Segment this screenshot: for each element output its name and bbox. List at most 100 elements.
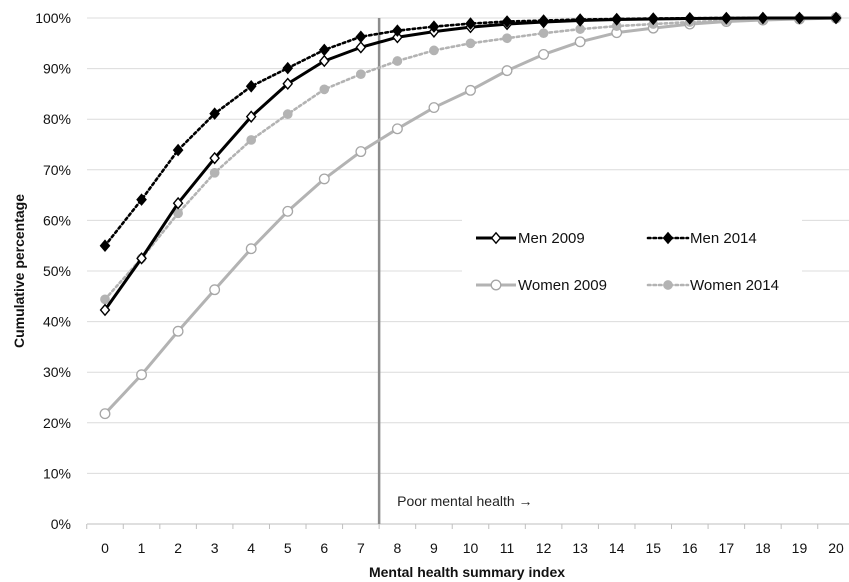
legend-item: Women 2009 [476, 277, 607, 294]
data-point [501, 65, 513, 77]
data-point [429, 45, 439, 56]
legend-label: Men 2014 [690, 230, 757, 247]
data-point [574, 36, 586, 48]
data-point [282, 109, 293, 119]
x-tick-label: 1 [138, 540, 146, 556]
y-tick-label: 40% [43, 314, 71, 330]
data-point [100, 294, 110, 305]
data-point [355, 30, 367, 44]
x-axis: 0 1 2 3 4 5 6 7 8 9 10 11 12 13 14 15 16 17 18 19 20 [86, 524, 844, 556]
x-axis-title: Mental health summary index [369, 564, 565, 580]
y-tick-label: 60% [43, 212, 71, 228]
x-tick-label: 15 [645, 540, 661, 556]
x-tick-label: 7 [357, 540, 365, 556]
data-point [318, 173, 330, 185]
data-point [318, 54, 330, 68]
y-axis-title: Cumulative percentage [11, 194, 27, 348]
legend-label: Men 2009 [518, 230, 585, 247]
x-tick-label: 9 [430, 540, 438, 556]
legend-item: Men 2009 [476, 230, 585, 247]
series-men-2014 [99, 11, 842, 252]
x-tick-label: 11 [500, 540, 515, 556]
data-point [172, 196, 184, 210]
data-point [538, 14, 549, 27]
data-point [173, 208, 183, 219]
y-tick-label: 10% [43, 465, 71, 481]
x-tick-label: 19 [792, 540, 808, 556]
data-point [355, 41, 367, 54]
data-point [136, 252, 147, 265]
data-point [684, 11, 696, 25]
y-tick-label: 90% [43, 61, 71, 77]
x-tick-label: 18 [755, 540, 771, 556]
y-tick-label: 50% [43, 263, 71, 279]
threshold-annotation: Poor mental health → [397, 493, 532, 509]
data-point [757, 11, 769, 25]
data-point [392, 30, 403, 44]
data-point [465, 84, 476, 96]
y-tick-label: 80% [43, 111, 71, 127]
data-point [319, 84, 330, 95]
data-point [282, 205, 294, 217]
legend: Men 2009 Men 2014 Women 2009 Women 2014 [462, 214, 802, 306]
series-women-2009 [99, 12, 842, 420]
data-point [647, 12, 659, 25]
data-point [172, 143, 184, 157]
x-tick-label: 8 [394, 540, 402, 556]
data-point [136, 193, 147, 206]
legend-background [462, 214, 802, 306]
data-point [246, 135, 257, 145]
y-tick-label: 70% [43, 162, 71, 178]
x-tick-label: 6 [320, 540, 328, 556]
data-point [245, 110, 257, 123]
data-point [538, 28, 549, 39]
data-point [209, 167, 220, 178]
data-point [501, 15, 513, 28]
data-point [172, 325, 184, 337]
x-tick-label: 5 [284, 540, 292, 556]
data-point [574, 13, 586, 26]
data-point [99, 239, 111, 252]
data-series [99, 11, 842, 420]
data-point [392, 24, 403, 37]
y-tick-label: 0% [51, 516, 71, 532]
y-axis: 0% 10% 20% 30% 40% 50% 60% 70% 80% 90% 100% [35, 10, 71, 532]
data-point [391, 123, 403, 135]
x-tick-label: 12 [536, 540, 552, 556]
x-tick-label: 16 [682, 540, 698, 556]
data-point [99, 303, 111, 317]
data-point [465, 38, 476, 49]
legend-item: Men 2014 [646, 230, 757, 247]
data-point [209, 107, 220, 120]
x-tick-label: 14 [609, 540, 625, 556]
data-point [611, 12, 623, 26]
data-point [490, 231, 502, 245]
x-tick-label: 17 [719, 540, 735, 556]
data-point [465, 17, 476, 30]
data-point [392, 56, 403, 66]
legend-label: Women 2009 [518, 277, 607, 294]
x-tick-label: 2 [174, 540, 182, 556]
data-point [428, 102, 440, 114]
data-point [538, 48, 550, 60]
x-tick-label: 3 [211, 540, 219, 556]
data-point [355, 69, 366, 80]
x-tick-label: 4 [247, 540, 255, 556]
data-point [245, 80, 257, 93]
x-tick-label: 0 [101, 540, 109, 556]
data-point [136, 369, 148, 381]
data-point [282, 77, 294, 91]
data-point [209, 284, 221, 296]
legend-item: Women 2014 [646, 277, 779, 294]
data-point [490, 279, 502, 291]
data-point [794, 11, 805, 25]
data-point [662, 231, 674, 245]
threshold-line: Poor mental health → [377, 18, 533, 524]
data-point [99, 408, 111, 420]
x-tick-label: 13 [572, 540, 588, 556]
data-point [663, 280, 673, 290]
data-point [428, 20, 440, 33]
data-point [355, 146, 367, 158]
data-point [830, 11, 842, 25]
